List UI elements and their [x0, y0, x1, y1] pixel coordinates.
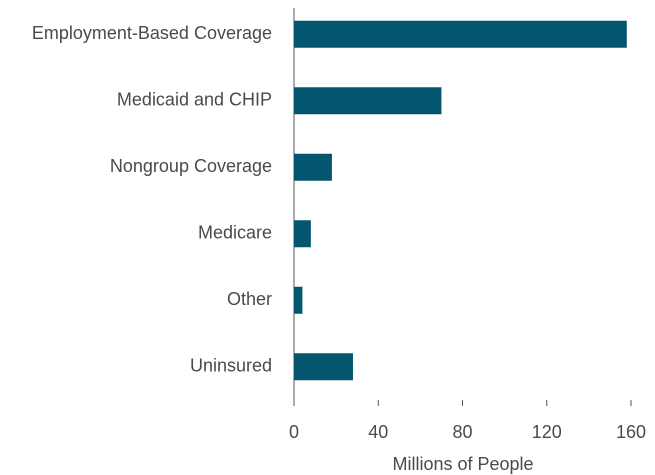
y-tick-label: Medicare: [198, 223, 272, 243]
x-tick-label: 0: [289, 422, 299, 442]
y-tick-label: Nongroup Coverage: [110, 156, 272, 176]
bar: [294, 87, 442, 115]
bar: [294, 220, 311, 248]
bar: [294, 20, 627, 48]
x-tick-label: 160: [616, 422, 646, 442]
y-tick-label: Uninsured: [190, 356, 272, 376]
y-tick-label: Medicaid and CHIP: [117, 90, 272, 110]
x-tick-label: 40: [368, 422, 388, 442]
x-tick-label: 120: [532, 422, 562, 442]
bar: [294, 286, 303, 314]
y-tick-label: Employment-Based Coverage: [32, 23, 272, 43]
x-tick-label: 80: [452, 422, 472, 442]
y-tick-label: Other: [227, 289, 272, 309]
bar: [294, 353, 353, 381]
bar: [294, 153, 332, 181]
x-axis-label: Millions of People: [392, 454, 533, 474]
